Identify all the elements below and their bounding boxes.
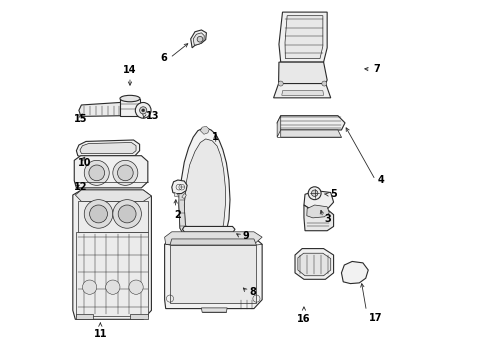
Polygon shape <box>201 308 227 312</box>
Circle shape <box>142 109 145 112</box>
Circle shape <box>113 160 138 185</box>
Polygon shape <box>182 194 186 199</box>
Polygon shape <box>191 30 206 48</box>
Polygon shape <box>285 16 323 59</box>
Text: 3: 3 <box>324 214 331 224</box>
Polygon shape <box>277 116 281 137</box>
Text: 7: 7 <box>373 64 380 74</box>
Circle shape <box>118 205 136 223</box>
Circle shape <box>84 160 109 185</box>
Polygon shape <box>73 190 151 319</box>
Circle shape <box>89 165 104 181</box>
Text: 10: 10 <box>78 158 91 168</box>
Polygon shape <box>75 190 151 202</box>
Polygon shape <box>80 143 136 154</box>
Circle shape <box>84 200 113 228</box>
Text: 2: 2 <box>174 210 180 220</box>
Text: 14: 14 <box>123 65 137 75</box>
Polygon shape <box>298 253 331 276</box>
Polygon shape <box>130 314 148 319</box>
Polygon shape <box>193 33 204 45</box>
Circle shape <box>106 280 120 294</box>
Polygon shape <box>79 102 130 116</box>
Polygon shape <box>282 91 323 95</box>
Text: 4: 4 <box>377 175 384 185</box>
Circle shape <box>113 200 142 228</box>
Circle shape <box>129 280 143 294</box>
Circle shape <box>322 81 327 86</box>
Text: 13: 13 <box>146 111 159 121</box>
FancyBboxPatch shape <box>120 99 140 116</box>
Polygon shape <box>170 239 256 245</box>
Polygon shape <box>342 261 368 284</box>
Circle shape <box>197 36 203 42</box>
Text: 1: 1 <box>212 132 219 142</box>
Polygon shape <box>76 314 93 319</box>
Circle shape <box>278 81 283 86</box>
Text: 17: 17 <box>369 313 383 323</box>
Polygon shape <box>78 202 148 232</box>
Circle shape <box>118 165 133 181</box>
Polygon shape <box>304 191 334 210</box>
Circle shape <box>90 205 107 223</box>
Circle shape <box>308 187 321 200</box>
Polygon shape <box>165 232 262 244</box>
Text: 11: 11 <box>94 329 107 339</box>
Text: 6: 6 <box>160 53 167 63</box>
Polygon shape <box>200 126 209 134</box>
Polygon shape <box>304 205 334 231</box>
Polygon shape <box>76 140 140 157</box>
Polygon shape <box>273 84 331 98</box>
Polygon shape <box>165 237 262 309</box>
Polygon shape <box>184 139 225 240</box>
Circle shape <box>135 103 151 118</box>
Text: 9: 9 <box>242 231 249 242</box>
Polygon shape <box>279 12 327 62</box>
Text: 12: 12 <box>74 182 87 192</box>
Polygon shape <box>74 156 148 188</box>
Polygon shape <box>170 245 256 303</box>
Polygon shape <box>281 130 342 137</box>
Circle shape <box>312 190 318 197</box>
Polygon shape <box>295 249 334 279</box>
Polygon shape <box>76 232 148 316</box>
Polygon shape <box>179 184 188 238</box>
Text: 5: 5 <box>330 189 337 199</box>
Polygon shape <box>184 232 235 234</box>
Circle shape <box>140 107 147 114</box>
Text: 15: 15 <box>74 114 88 124</box>
Text: 16: 16 <box>297 314 311 324</box>
Circle shape <box>82 280 97 294</box>
Polygon shape <box>277 116 345 130</box>
Ellipse shape <box>120 95 140 102</box>
Polygon shape <box>307 205 329 218</box>
Text: 8: 8 <box>249 287 256 297</box>
Polygon shape <box>279 62 327 84</box>
Polygon shape <box>174 193 179 197</box>
Polygon shape <box>179 128 230 245</box>
Polygon shape <box>182 226 235 233</box>
Polygon shape <box>186 234 229 245</box>
Polygon shape <box>172 180 187 194</box>
